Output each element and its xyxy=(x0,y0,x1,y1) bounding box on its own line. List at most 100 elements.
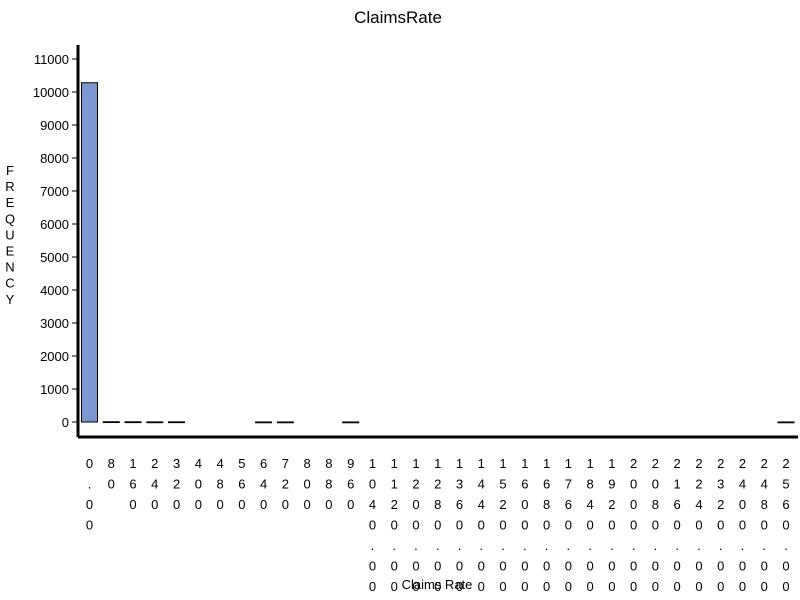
x-tick-label-char: 6 xyxy=(521,477,528,492)
x-tick-label-char: 1 xyxy=(391,456,398,471)
y-axis-label-char: Q xyxy=(5,211,15,226)
x-tick-label-char: 2 xyxy=(782,456,789,471)
x-tick-label-char: 0 xyxy=(456,579,463,594)
x-tick-label-char: 5 xyxy=(499,477,506,492)
x-tick-label-char: 8 xyxy=(325,477,332,492)
histogram-bar xyxy=(342,421,360,424)
x-tick-label-char: 0 xyxy=(86,518,93,533)
x-tick-label: 1 0 4 0. 0 0 xyxy=(369,456,376,594)
x-tick-label-char: 1 xyxy=(391,477,398,492)
histogram-bar xyxy=(276,421,294,424)
y-axis-label-char: U xyxy=(5,227,14,242)
x-tick-label-char: 1 xyxy=(565,456,572,471)
x-tick-label-char: 0 xyxy=(674,518,681,533)
x-tick-label-char: 0 xyxy=(412,579,419,594)
x-tick-label-char: 0 xyxy=(369,559,376,574)
x-tick-label-char: . xyxy=(458,538,462,553)
x-tick-label-char: 0 xyxy=(695,518,702,533)
x-tick-label-char: 7 xyxy=(282,456,289,471)
x-tick-label-char: 0 xyxy=(521,559,528,574)
x-tick-label-char: . xyxy=(414,538,418,553)
x-tick-label-char: . xyxy=(654,538,658,553)
x-tick-label-char: 0 xyxy=(652,518,659,533)
x-tick-label-char: . xyxy=(675,538,679,553)
x-tick-label-char: 1 xyxy=(456,456,463,471)
x-tick-label-char: . xyxy=(523,538,527,553)
x-tick-label-char: . xyxy=(479,538,483,553)
x-tick-label-char: 0 xyxy=(586,559,593,574)
x-tick-label-char: 4 xyxy=(260,477,267,492)
x-tick-label-char: 0 xyxy=(739,518,746,533)
x-tick-label: 1 2 0 0. 0 0 xyxy=(412,456,419,594)
y-tick-label: 2000 xyxy=(40,349,69,364)
x-tick-label-char: 0 xyxy=(86,497,93,512)
x-tick-label-char: 6 xyxy=(565,497,572,512)
x-tick-label-char: 0 xyxy=(630,477,637,492)
histogram-bar xyxy=(81,82,98,423)
x-tick-label-char: . xyxy=(501,538,505,553)
x-tick-label-char: 2 xyxy=(608,497,615,512)
x-tick-label-char: 0 xyxy=(369,477,376,492)
y-tick-label: 9000 xyxy=(40,118,69,133)
x-tick-label-char: 0 xyxy=(325,497,332,512)
x-tick-label: 6 4 0 xyxy=(260,456,267,512)
x-tick-label-char: 0 xyxy=(761,518,768,533)
x-tick-label: 4 0 0 xyxy=(195,456,202,512)
x-tick-label-char: 4 xyxy=(478,497,485,512)
x-tick-label-char: . xyxy=(784,538,788,553)
x-tick-label-char: 0 xyxy=(739,559,746,574)
x-tick-label-char: 0 xyxy=(739,497,746,512)
x-tick-label-char: 0 xyxy=(304,497,311,512)
x-tick-label-char: 0 xyxy=(674,579,681,594)
x-tick-label-char: . xyxy=(436,538,440,553)
x-tick-label: 2 2 4 0. 0 0 xyxy=(695,456,702,594)
x-tick-label-char: 0 xyxy=(608,518,615,533)
x-tick-label: 8 0 0 xyxy=(304,456,311,512)
x-tick-label: 9 6 0 xyxy=(347,456,354,512)
x-tick-label-char: 0 xyxy=(565,559,572,574)
x-tick-label: 1 1 2 0. 0 0 xyxy=(391,456,398,594)
chart-title: ClaimsRate xyxy=(354,8,442,27)
x-tick-label-char: 2 xyxy=(434,477,441,492)
y-tick-label: 11000 xyxy=(34,52,69,67)
x-tick-label-char: 6 xyxy=(238,477,245,492)
histogram-bar xyxy=(168,421,186,424)
x-tick-label-char: 6 xyxy=(129,477,136,492)
x-tick-label-char: 4 xyxy=(695,497,702,512)
x-tick-label: 1 8 4 0. 0 0 xyxy=(586,456,593,594)
x-tick-label-char: 4 xyxy=(369,497,376,512)
histogram-bar xyxy=(777,421,795,424)
x-tick-label-char: . xyxy=(88,477,92,492)
x-tick-label-char: 0 xyxy=(543,579,550,594)
x-tick-label-char: 0 xyxy=(347,497,354,512)
x-tick-label-char: 0 xyxy=(761,579,768,594)
x-tick-label-char: . xyxy=(588,538,592,553)
x-tick-label-char: 0 xyxy=(630,518,637,533)
x-tick-label: 5 6 0 xyxy=(238,456,245,512)
x-tick-label-char: 6 xyxy=(260,456,267,471)
x-tick-label-char: 1 xyxy=(478,456,485,471)
x-tick-label-char: 0 xyxy=(304,477,311,492)
x-tick-label-char: 0 xyxy=(412,518,419,533)
x-tick-label-char: 0 xyxy=(434,579,441,594)
x-tick-label-char: 7 xyxy=(565,477,572,492)
x-tick-label: 1 6 8 0. 0 0 xyxy=(543,456,550,594)
y-tick-label: 1000 xyxy=(40,382,69,397)
x-tick-label-char: 0 xyxy=(369,579,376,594)
x-tick-label: 1 4 4 0. 0 0 xyxy=(478,456,485,594)
x-tick-label-char: 8 xyxy=(652,497,659,512)
x-tick-label-char: 0 xyxy=(630,579,637,594)
x-tick-label-char: 9 xyxy=(608,477,615,492)
x-tick-label-char: 8 xyxy=(216,477,223,492)
x-tick-label-char: 0 xyxy=(151,497,158,512)
x-tick-label-char: 0 xyxy=(412,559,419,574)
x-tick-label: 7 2 0 xyxy=(282,456,289,512)
x-tick-label-char: 0 xyxy=(282,497,289,512)
y-axis-label-char: Y xyxy=(6,292,15,307)
x-tick-label: 80 xyxy=(108,456,115,492)
x-tick-label: 1 6 0 xyxy=(129,456,136,512)
x-tick-label-char: 0 xyxy=(543,518,550,533)
y-tick-label: 5000 xyxy=(40,250,69,265)
x-tick-label-char: 0 xyxy=(586,579,593,594)
x-tick-label-char: 0 xyxy=(630,497,637,512)
